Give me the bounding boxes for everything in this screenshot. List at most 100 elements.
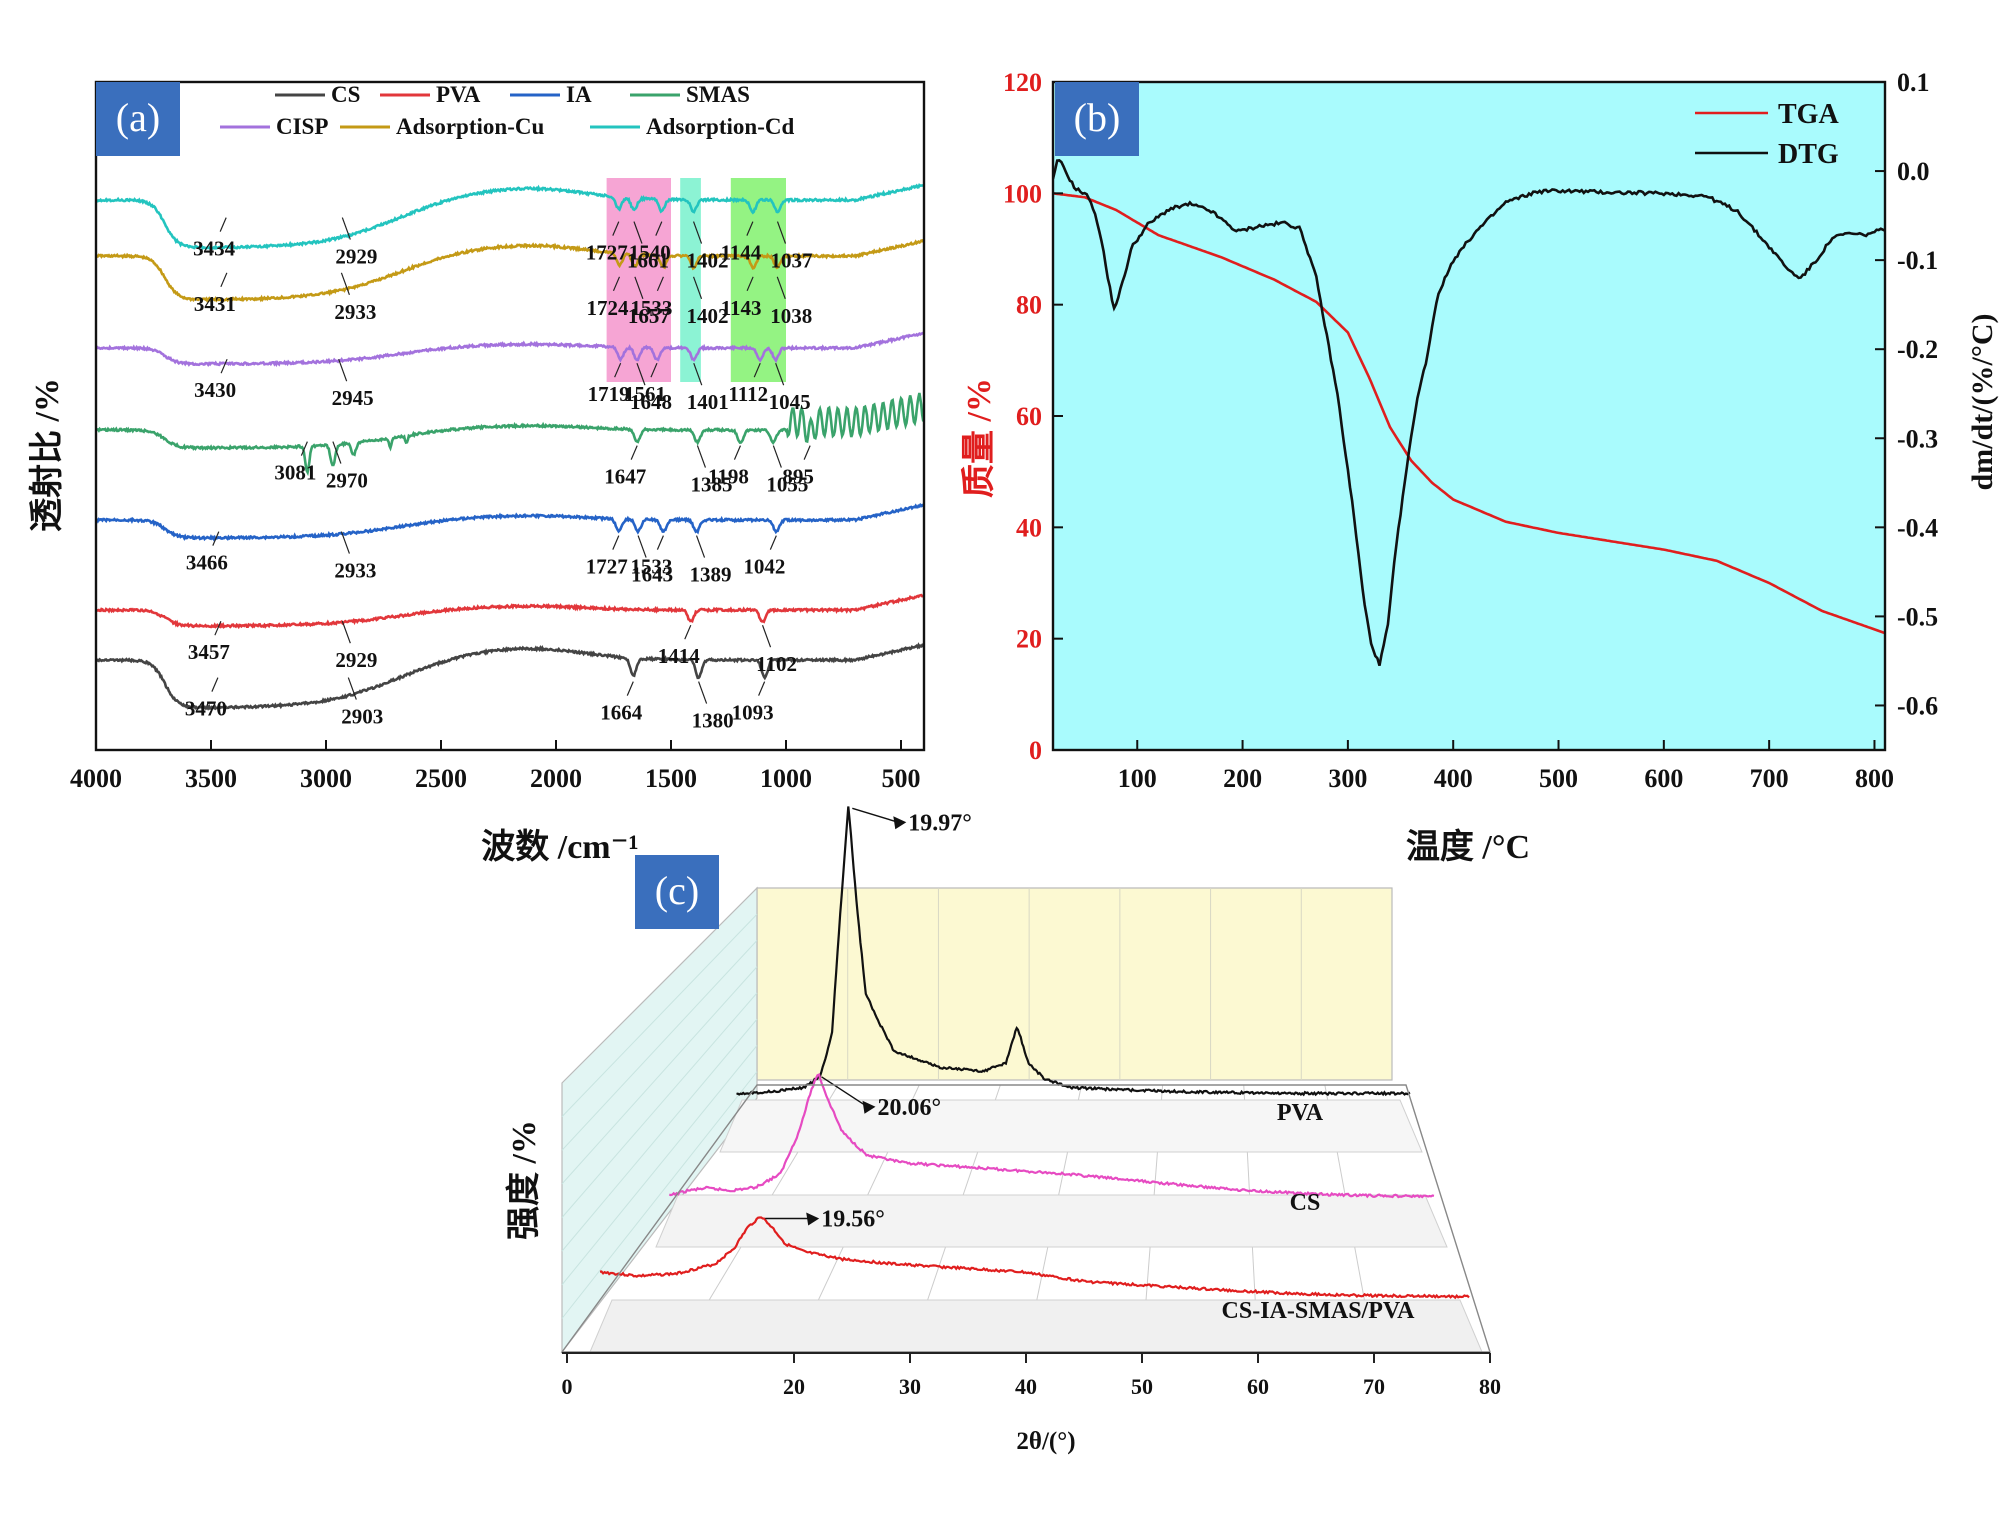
- x-tick-label: 500: [1539, 764, 1578, 793]
- panel-label-a: (a): [116, 95, 160, 140]
- peak-leader: [300, 441, 308, 456]
- peak-leader: [211, 677, 219, 692]
- peak-label: 1414: [658, 644, 701, 668]
- peak-label: 1389: [690, 563, 732, 587]
- legend-label: Adsorption-Cd: [646, 114, 794, 139]
- peak-leader: [772, 445, 782, 468]
- depth-slice: [719, 1099, 1423, 1153]
- x-tick-label: 2500: [415, 764, 467, 793]
- legend-label: SMAS: [686, 82, 750, 107]
- series-label: CS: [1290, 1190, 1321, 1216]
- series-line-pva: [96, 593, 924, 630]
- y-tick-label-right: 0.1: [1897, 68, 1930, 97]
- series-line-ia: [96, 502, 924, 542]
- peak-leader: [775, 362, 785, 386]
- peak-label: 1724: [586, 296, 629, 320]
- peak-arrow-head: [893, 816, 907, 830]
- peak-arrow-line: [852, 807, 899, 823]
- x-tick-label: 20: [783, 1374, 805, 1399]
- x-tick-label: 70: [1363, 1374, 1385, 1399]
- y-tick-label-left: 20: [1016, 625, 1042, 654]
- peak-label: 1664: [600, 701, 643, 725]
- y-tick-label-left: 100: [1003, 179, 1042, 208]
- peak-label: 1719: [588, 382, 630, 406]
- peak-label: 1727: [586, 555, 628, 579]
- peak-leader: [212, 531, 220, 546]
- peak-label: 2933: [334, 300, 376, 324]
- peak-leader: [220, 358, 228, 374]
- x-tick-label: 500: [882, 764, 921, 793]
- peak-annotation: 19.97°: [908, 810, 972, 836]
- peak-label: 1198: [708, 465, 749, 489]
- peak-label: 1647: [604, 465, 646, 489]
- peak-leader: [803, 445, 811, 460]
- peak-label: 3081: [274, 461, 316, 485]
- peak-leader: [650, 362, 658, 378]
- peak-label: 1401: [687, 390, 729, 414]
- back-wall: [756, 887, 1393, 1081]
- peak-label: 3457: [188, 640, 230, 664]
- y-tick-label-left: 0: [1029, 736, 1042, 765]
- peak-leader: [769, 535, 777, 550]
- peak-leader: [693, 362, 703, 386]
- x-tick-label: 100: [1118, 764, 1157, 793]
- peak-arrow-head: [806, 1212, 820, 1226]
- side-wall: [561, 886, 758, 1354]
- y-axis-title-right-b: dm/dt/(%/°C): [1966, 314, 1999, 491]
- panel-label-bg-a: [96, 82, 180, 156]
- peak-leader: [612, 221, 620, 236]
- x-tick-label: 200: [1223, 764, 1262, 793]
- peak-leader: [733, 445, 742, 460]
- peak-leader: [637, 535, 647, 558]
- x-tick-label: 800: [1855, 764, 1894, 793]
- peak-leader: [684, 624, 692, 640]
- peak-leader: [758, 681, 766, 696]
- peak-label: 2929: [335, 245, 377, 269]
- series-line-smas: [96, 392, 924, 477]
- peak-leader: [656, 276, 664, 292]
- peak-leader: [340, 272, 350, 296]
- peak-label: 3431: [194, 292, 236, 316]
- y-tick-label-right: -0.5: [1897, 602, 1938, 631]
- series-line-dtg: [1053, 159, 1885, 666]
- peak-leader: [776, 276, 786, 300]
- peak-leader: [341, 217, 351, 240]
- x-tick-label: 1500: [645, 764, 697, 793]
- x-tick-label: 300: [1328, 764, 1367, 793]
- peak-label: 2933: [334, 559, 376, 583]
- peak-leader: [614, 362, 622, 378]
- highlight-band-3: [730, 178, 786, 382]
- panel-b: 100 200 300 400 500 600 700 800 0 20 40 60 80 100 120 -…: [960, 68, 1999, 866]
- legend-label: DTG: [1778, 139, 1839, 170]
- x-tick-label: 700: [1750, 764, 1789, 793]
- peak-label: 3430: [194, 378, 236, 402]
- x-tick-label: 600: [1644, 764, 1683, 793]
- peak-label: 1643: [631, 563, 673, 587]
- panel-label-b: (b): [1074, 95, 1121, 140]
- series-line-adsorption-cu: [96, 238, 924, 303]
- peak-leader: [655, 221, 663, 236]
- peak-leader: [746, 221, 754, 236]
- x-axis-title-b: 温度 /°C: [1406, 828, 1530, 866]
- peak-label: 3470: [185, 697, 227, 721]
- legend-label: Adsorption-Cu: [396, 114, 544, 139]
- peak-leader: [776, 221, 787, 244]
- peak-label: 1093: [732, 701, 774, 725]
- peak-label: 1402: [687, 304, 729, 328]
- x-tick-label: 30: [899, 1374, 921, 1399]
- series-label: PVA: [1277, 1100, 1324, 1126]
- peak-label: 1143: [721, 296, 762, 320]
- peak-label: 1561: [624, 382, 666, 406]
- peak-leader: [692, 221, 703, 244]
- x-tick-label: 400: [1434, 764, 1473, 793]
- peak-leader: [340, 531, 350, 554]
- peak-label: 1657: [628, 304, 670, 328]
- peak-leader: [698, 681, 708, 704]
- x-axis-c: 0 20 30 40 50 60 70 80: [562, 1353, 1501, 1399]
- series-line-cs-ia-smas-pva: [599, 1216, 1470, 1300]
- peak-leader: [626, 681, 634, 696]
- y-tick-label-left: 60: [1016, 402, 1042, 431]
- peak-annotation: 19.56°: [821, 1207, 885, 1233]
